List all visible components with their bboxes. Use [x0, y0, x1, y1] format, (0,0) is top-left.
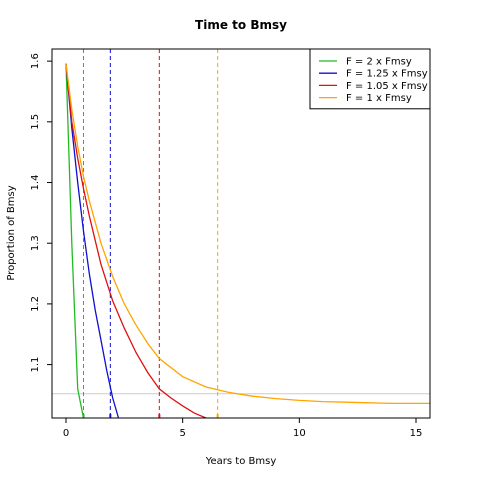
- y-tick-label-3: 1.4: [30, 175, 41, 191]
- y-tick-label-4: 1.5: [30, 114, 41, 130]
- y-tick-label-0: 1.1: [30, 357, 41, 373]
- legend-label-2: F = 1.05 x Fmsy: [346, 81, 428, 92]
- legend-label-3: F = 1 x Fmsy: [346, 93, 412, 104]
- y-tick-label-1: 1.2: [30, 296, 41, 312]
- series-line-2: [65, 63, 207, 418]
- legend-label-1: F = 1.25 x Fmsy: [346, 69, 428, 80]
- plot-area: [52, 49, 430, 418]
- x-tick-label-1: 5: [179, 428, 185, 439]
- y-tick-label-2: 1.3: [30, 235, 41, 251]
- x-tick-label-0: 0: [63, 428, 69, 439]
- series-line-0: [65, 63, 85, 418]
- plot-clipped-group: [52, 49, 430, 418]
- x-axis-label: Years to Bmsy: [205, 456, 277, 467]
- series-line-1: [65, 63, 120, 418]
- legend-label-0: F = 2 x Fmsy: [346, 57, 412, 68]
- axes: 0 5 10 15 1.1 1.2 1.3 1.4 1.5 1.6: [30, 48, 431, 439]
- y-axis-label: Proportion of Bmsy: [6, 185, 17, 280]
- chart-title: Time to Bmsy: [195, 18, 287, 32]
- x-tick-label-3: 15: [410, 428, 423, 439]
- legend-box: [309, 48, 431, 110]
- x-tick-label-2: 10: [293, 428, 306, 439]
- series-line-3: [65, 63, 430, 405]
- plot-frame: [51, 48, 431, 419]
- y-tick-label-5: 1.6: [30, 53, 41, 69]
